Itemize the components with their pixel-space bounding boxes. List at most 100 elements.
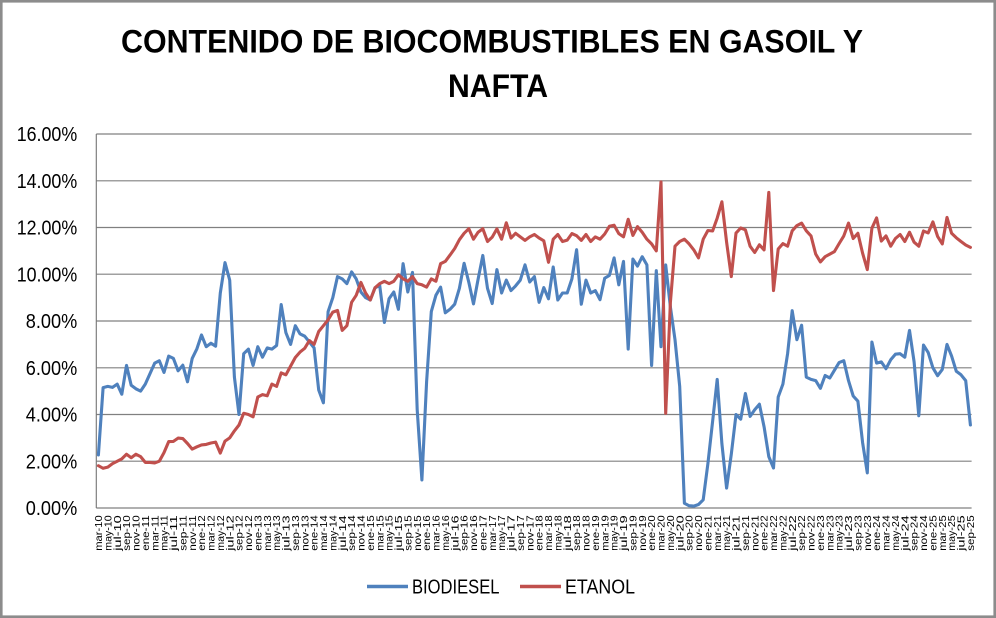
svg-text:sep-17: sep-17	[516, 515, 527, 551]
svg-text:BIODIESEL: BIODIESEL	[412, 576, 500, 599]
svg-text:jul-25: jul-25	[957, 515, 968, 552]
svg-text:ETANOL: ETANOL	[565, 576, 635, 599]
svg-text:may-13: may-13	[272, 515, 283, 551]
svg-text:ene-20: ene-20	[647, 515, 658, 551]
svg-text:sep-24: sep-24	[910, 515, 921, 551]
svg-text:ene-17: ene-17	[478, 515, 489, 551]
svg-text:nov-24: nov-24	[919, 515, 930, 551]
svg-text:may-19: may-19	[610, 515, 621, 551]
svg-text:may-12: may-12	[216, 515, 227, 551]
svg-text:NAFTA: NAFTA	[448, 68, 548, 104]
svg-text:jul-18: jul-18	[563, 515, 574, 552]
svg-text:ene-24: ene-24	[872, 515, 883, 551]
svg-text:mar-17: mar-17	[488, 515, 499, 551]
svg-text:may-24: may-24	[891, 515, 902, 551]
svg-text:nov-17: nov-17	[525, 515, 536, 551]
svg-text:may-17: may-17	[497, 515, 508, 551]
svg-text:8.00%: 8.00%	[26, 311, 77, 333]
svg-text:mar-16: mar-16	[432, 515, 443, 551]
svg-text:0.00%: 0.00%	[26, 498, 77, 520]
svg-text:sep-19: sep-19	[629, 515, 640, 551]
svg-text:ene-13: ene-13	[253, 515, 264, 551]
svg-text:mar-11: mar-11	[150, 515, 161, 551]
svg-text:may-15: may-15	[385, 515, 396, 551]
svg-text:may-10: may-10	[103, 515, 114, 551]
svg-text:may-21: may-21	[722, 515, 733, 551]
svg-text:jul-19: jul-19	[619, 515, 630, 552]
svg-text:jul-24: jul-24	[900, 515, 911, 552]
svg-text:ene-16: ene-16	[422, 515, 433, 551]
svg-text:6.00%: 6.00%	[26, 358, 77, 380]
svg-text:jul-21: jul-21	[732, 515, 743, 552]
svg-text:mar-23: mar-23	[825, 515, 836, 551]
svg-text:mar-22: mar-22	[769, 515, 780, 551]
svg-text:nov-10: nov-10	[132, 515, 143, 551]
svg-text:sep-20: sep-20	[685, 515, 696, 551]
svg-text:mar-24: mar-24	[882, 515, 893, 551]
svg-text:2.00%: 2.00%	[26, 451, 77, 473]
svg-text:sep-13: sep-13	[291, 515, 302, 551]
svg-text:jul-23: jul-23	[844, 515, 855, 552]
svg-text:nov-18: nov-18	[582, 515, 593, 551]
svg-text:nov-16: nov-16	[469, 515, 480, 551]
svg-text:jul-12: jul-12	[225, 515, 236, 552]
svg-text:mar-19: mar-19	[600, 515, 611, 551]
svg-text:nov-14: nov-14	[357, 515, 368, 551]
svg-text:sep-18: sep-18	[572, 515, 583, 551]
svg-text:ene-12: ene-12	[197, 515, 208, 551]
svg-text:nov-19: nov-19	[638, 515, 649, 551]
svg-text:ene-21: ene-21	[704, 515, 715, 551]
svg-text:jul-10: jul-10	[113, 515, 124, 552]
svg-text:nov-21: nov-21	[750, 515, 761, 551]
svg-text:CONTENIDO DE BIOCOMBUSTIBLES E: CONTENIDO DE BIOCOMBUSTIBLES EN GASOIL Y	[121, 24, 863, 60]
svg-text:mar-21: mar-21	[713, 515, 724, 551]
svg-text:ene-18: ene-18	[535, 515, 546, 551]
svg-text:4.00%: 4.00%	[26, 405, 77, 427]
svg-text:ene-22: ene-22	[760, 515, 771, 551]
svg-text:jul-13: jul-13	[282, 515, 293, 552]
svg-text:may-11: may-11	[160, 515, 171, 551]
svg-text:12.00%: 12.00%	[17, 218, 78, 240]
svg-text:nov-13: nov-13	[300, 515, 311, 551]
svg-text:nov-22: nov-22	[807, 515, 818, 551]
svg-text:may-22: may-22	[779, 515, 790, 551]
svg-text:nov-11: nov-11	[188, 515, 199, 551]
svg-text:sep-16: sep-16	[460, 515, 471, 551]
svg-text:sep-12: sep-12	[235, 515, 246, 551]
svg-text:mar-10: mar-10	[94, 515, 105, 551]
svg-text:sep-21: sep-21	[741, 515, 752, 551]
svg-text:nov-23: nov-23	[863, 515, 874, 551]
svg-text:ene-14: ene-14	[310, 515, 321, 551]
svg-text:jul-17: jul-17	[507, 515, 518, 552]
svg-text:16.00%: 16.00%	[17, 124, 78, 146]
svg-text:sep-10: sep-10	[122, 515, 133, 551]
svg-text:sep-22: sep-22	[797, 515, 808, 551]
svg-text:mar-18: mar-18	[544, 515, 555, 551]
svg-text:may-16: may-16	[441, 515, 452, 551]
svg-text:mar-15: mar-15	[375, 515, 386, 551]
svg-text:may-18: may-18	[553, 515, 564, 551]
svg-text:ene-11: ene-11	[141, 515, 152, 551]
svg-text:mar-12: mar-12	[207, 515, 218, 551]
svg-text:mar-14: mar-14	[319, 515, 330, 551]
svg-text:jul-15: jul-15	[394, 515, 405, 552]
svg-text:sep-11: sep-11	[178, 515, 189, 551]
svg-text:nov-12: nov-12	[244, 515, 255, 551]
svg-text:14.00%: 14.00%	[17, 171, 78, 193]
svg-text:nov-20: nov-20	[694, 515, 705, 551]
svg-text:jul-11: jul-11	[169, 515, 180, 552]
svg-text:10.00%: 10.00%	[17, 264, 78, 286]
svg-text:mar-20: mar-20	[657, 515, 668, 551]
svg-text:may-23: may-23	[835, 515, 846, 551]
svg-text:nov-15: nov-15	[413, 515, 424, 551]
svg-text:sep-15: sep-15	[403, 515, 414, 551]
svg-text:sep-23: sep-23	[854, 515, 865, 551]
svg-text:sep-14: sep-14	[347, 515, 358, 551]
svg-text:may-25: may-25	[947, 515, 958, 551]
svg-text:jul-20: jul-20	[675, 515, 686, 552]
svg-text:jul-14: jul-14	[338, 515, 349, 552]
svg-text:ene-19: ene-19	[591, 515, 602, 551]
svg-text:jul-16: jul-16	[450, 515, 461, 552]
svg-text:may-14: may-14	[328, 515, 339, 551]
svg-text:sep-25: sep-25	[966, 515, 977, 551]
